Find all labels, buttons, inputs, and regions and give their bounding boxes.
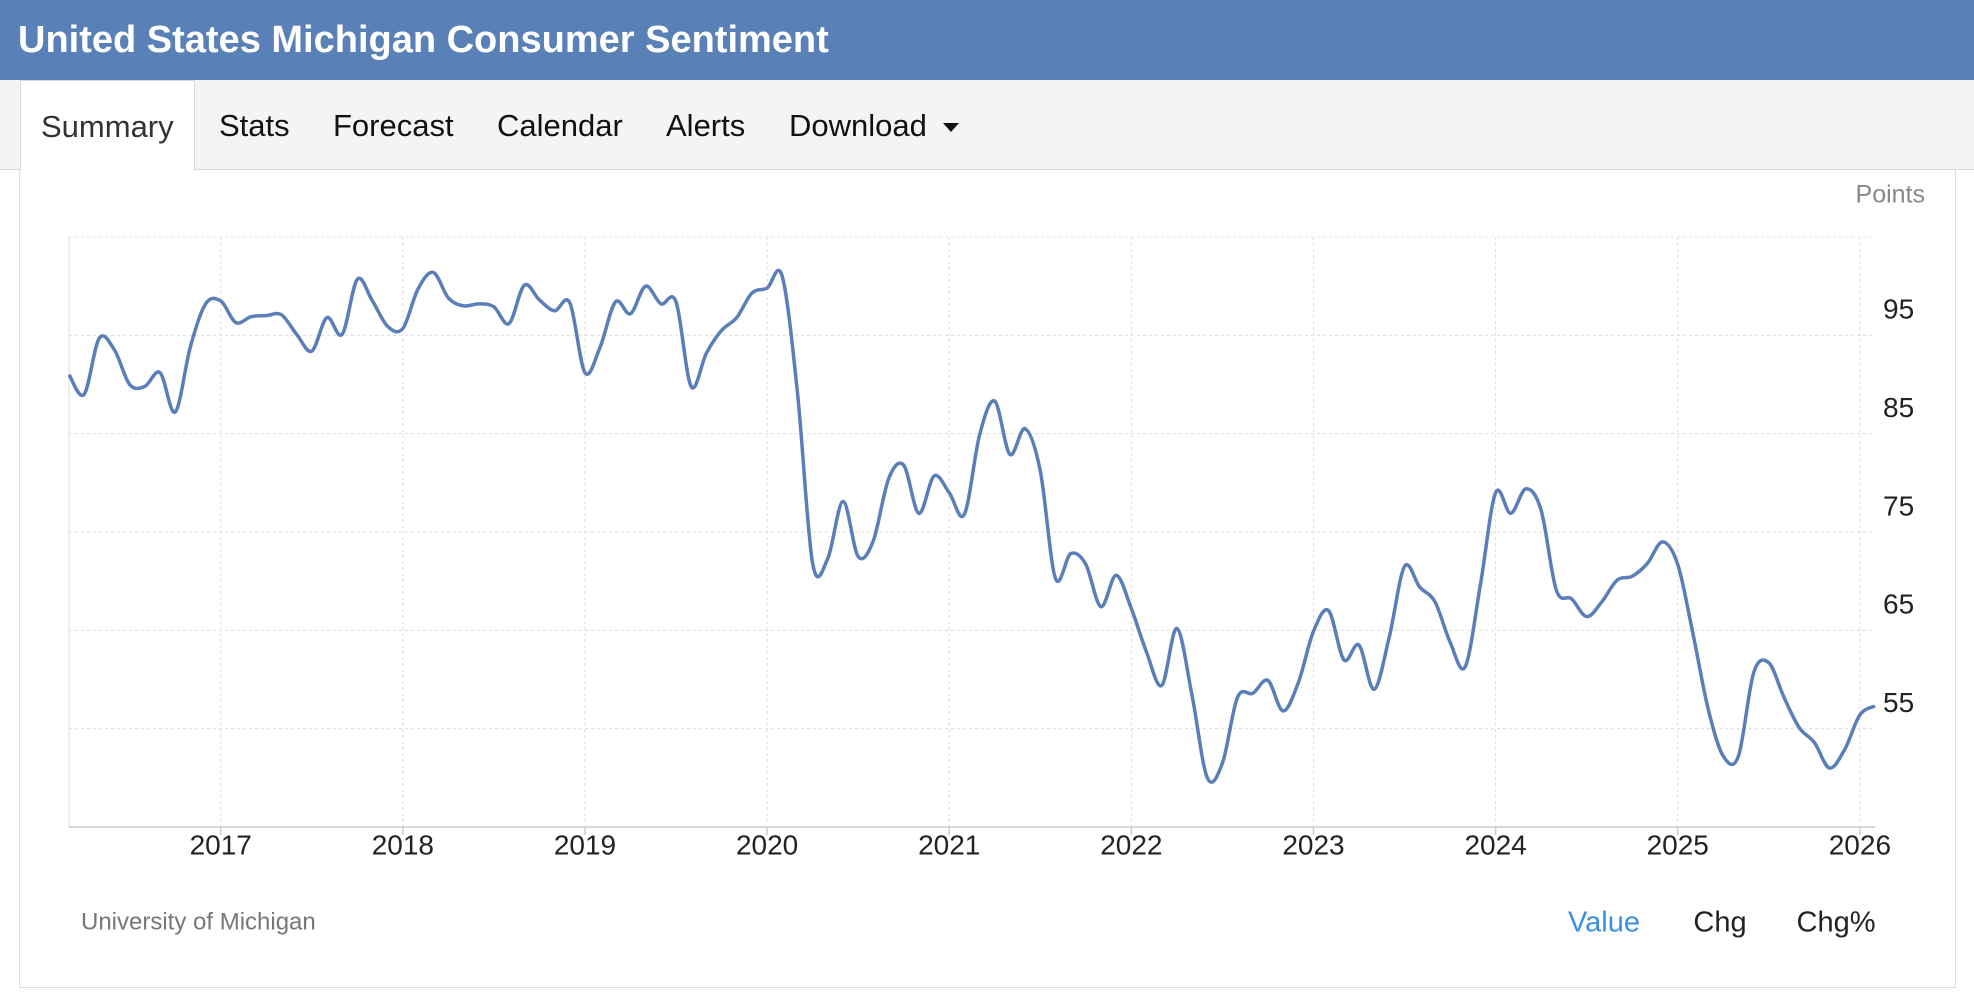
view-option[interactable]: Value [1568,907,1640,939]
series-line [67,268,1876,784]
x-tick-label: 2019 [554,829,616,860]
y-tick-label: 75 [1883,490,1914,521]
tab[interactable]: Calendar [497,80,623,170]
x-tick-label: 2025 [1647,829,1709,860]
x-tick-label: 2018 [372,829,434,860]
dropdown-caret[interactable] [942,123,959,133]
content-panel [19,170,1956,988]
tab-label[interactable]: Download [789,108,927,143]
tab-bar: Summary Stats Forecast Calendar Alerts Downlo… [0,80,1974,171]
page-title: United States Michigan Consumer Sentimen… [18,19,829,61]
x-tick-label: 2024 [1464,829,1526,860]
y-tick-label: 55 [1883,687,1914,718]
x-tick-label: 2021 [918,829,980,860]
tab-label[interactable]: Summary [41,109,174,144]
view-option[interactable]: Chg [1693,907,1746,939]
view-option[interactable]: Chg% [1797,907,1876,939]
tab[interactable]: Forecast [333,80,454,170]
y-tick-label: 95 [1883,294,1914,325]
source-label: University of Michigan [81,908,316,935]
header: United States Michigan Consumer Sentimen… [0,0,1974,80]
tab-label[interactable]: Alerts [666,108,746,143]
tab-label[interactable]: Calendar [497,108,623,143]
x-tick-label: 2023 [1282,829,1344,860]
x-tick-label: 2026 [1829,829,1891,860]
x-tick-label: 2022 [1100,829,1162,860]
y-tick-label: 65 [1883,589,1914,620]
x-tick-label: 2017 [190,829,252,860]
tab[interactable]: Summary [20,80,195,171]
y-tick-label: 85 [1883,392,1914,423]
tab[interactable]: Stats [219,80,290,170]
tab-label[interactable]: Forecast [333,108,454,143]
x-tick-label: 2020 [736,829,798,860]
tab-label[interactable]: Stats [219,108,290,143]
unit-label: Points [1856,181,1925,209]
tab[interactable]: Download [789,80,959,170]
tab[interactable]: Alerts [666,80,745,170]
